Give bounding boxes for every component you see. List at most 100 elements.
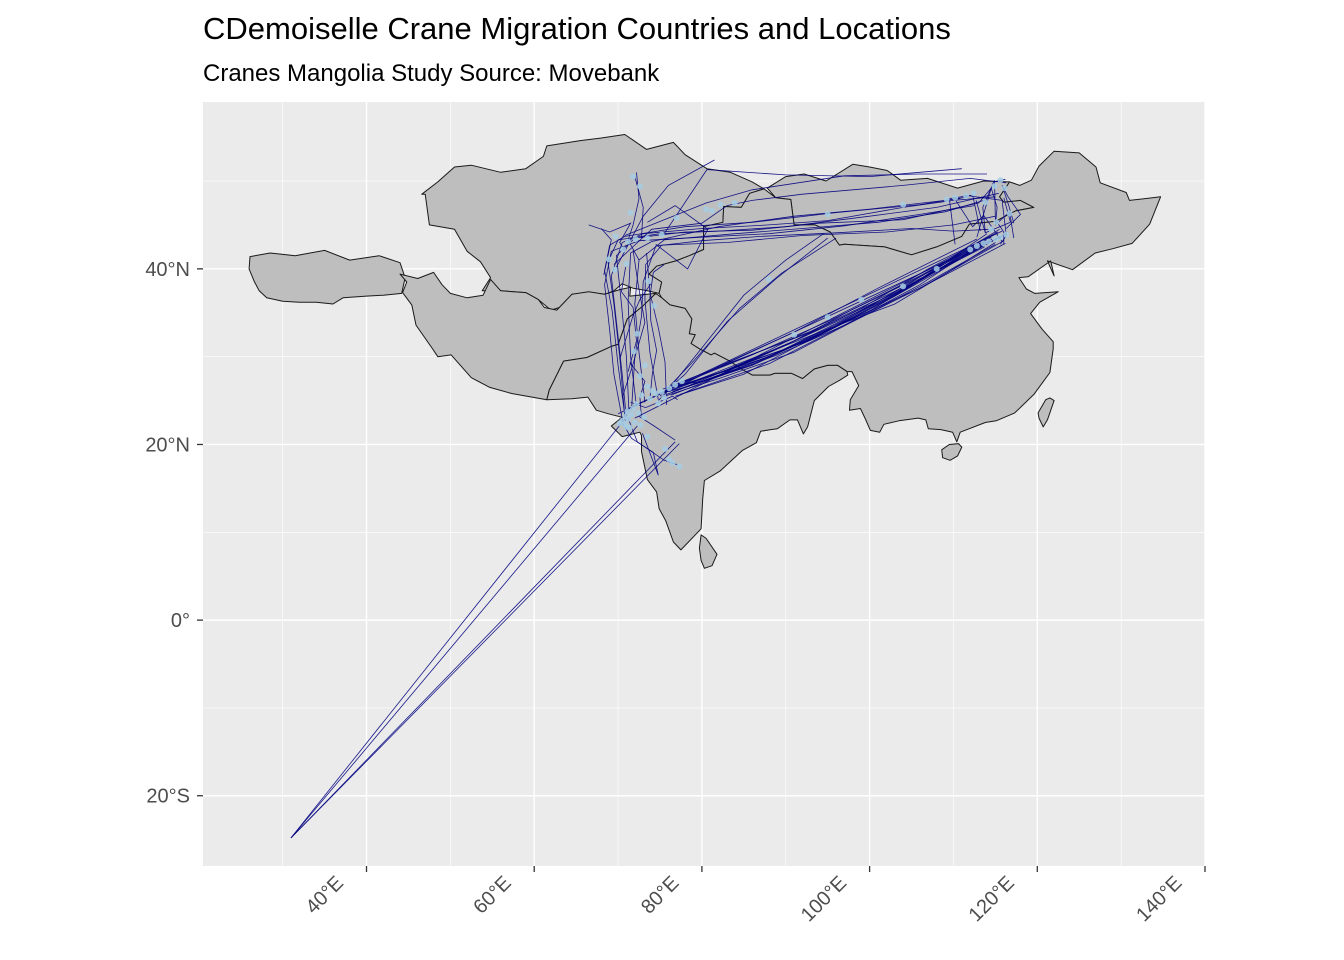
migration-track <box>626 230 1003 410</box>
x-tick-label: 40°E <box>302 872 348 918</box>
land-layer <box>248 134 1162 569</box>
location-point <box>858 296 865 303</box>
location-point <box>997 177 1004 184</box>
migration-track <box>600 228 612 276</box>
location-point <box>625 238 632 245</box>
location-point <box>623 260 630 267</box>
chart-title: CDemoiselle Crane Migration Countries an… <box>203 11 951 46</box>
location-point <box>651 302 658 309</box>
migration-track <box>664 242 996 394</box>
location-point <box>635 409 642 416</box>
migration-track <box>975 197 1011 234</box>
migration-track <box>663 237 837 393</box>
y-axis: 40°N 20°N 0° 20°S <box>145 259 203 808</box>
location-point <box>933 265 940 272</box>
y-tick-label: 0° <box>171 610 190 632</box>
migration-track <box>290 441 676 839</box>
location-point <box>1003 231 1010 238</box>
location-point <box>611 266 618 273</box>
y-tick-label: 20°S <box>146 786 190 808</box>
location-point <box>993 219 1000 226</box>
location-point <box>992 236 999 242</box>
location-point <box>655 400 662 407</box>
country-south-asia <box>546 292 849 551</box>
migration-track <box>621 250 646 399</box>
location-point <box>967 246 974 253</box>
location-point <box>824 211 831 218</box>
migration-track <box>948 194 981 245</box>
location-point <box>624 408 631 415</box>
location-point <box>644 383 651 390</box>
location-point <box>678 378 685 385</box>
location-point <box>991 183 998 190</box>
location-point <box>634 330 641 337</box>
location-point <box>1001 185 1008 192</box>
country-turkey <box>248 249 406 305</box>
location-point <box>900 201 907 208</box>
y-tick-label: 20°N <box>145 434 190 456</box>
migration-track <box>994 180 1005 245</box>
migration-track <box>658 233 824 401</box>
migration-track <box>669 246 985 387</box>
location-point <box>980 240 987 247</box>
location-point <box>644 433 651 440</box>
x-tick-label: 140°E <box>1132 872 1186 926</box>
location-point <box>997 234 1004 241</box>
location-point <box>824 314 831 321</box>
migration-track <box>624 173 987 236</box>
location-point <box>982 199 989 206</box>
migration-track <box>629 362 646 419</box>
migration-track <box>663 168 962 234</box>
location-point <box>1006 210 1013 217</box>
migration-track <box>604 196 969 421</box>
x-axis: 40°E 60°E 80°E 100°E 120°E 140°E <box>302 866 1206 926</box>
chart-subtitle: Cranes Mangolia Study Source: Movebank <box>203 60 660 87</box>
location-point <box>672 381 679 388</box>
location-point <box>616 420 623 427</box>
country-sri-lanka <box>698 534 718 569</box>
location-point <box>620 246 627 253</box>
location-point <box>646 395 653 402</box>
x-tick-label: 100°E <box>797 872 851 926</box>
location-point <box>988 226 995 233</box>
location-point <box>662 445 668 452</box>
location-point <box>952 194 959 201</box>
location-point <box>631 348 637 355</box>
location-point <box>627 209 634 216</box>
location-point <box>970 190 977 197</box>
location-point <box>605 256 612 263</box>
location-point <box>641 362 648 369</box>
location-point <box>717 201 724 208</box>
migration-track <box>290 443 680 839</box>
location-point <box>658 388 665 395</box>
migration-track <box>634 243 979 419</box>
location-point <box>731 200 738 206</box>
location-point <box>630 405 637 412</box>
location-point <box>623 423 630 430</box>
migration-track <box>619 283 652 360</box>
location-point <box>673 214 680 221</box>
location-point <box>630 173 637 180</box>
location-point <box>636 183 643 190</box>
location-point <box>645 278 652 285</box>
location-point <box>622 413 629 420</box>
migration-track <box>610 196 996 419</box>
location-point <box>632 236 639 242</box>
location-point <box>644 235 651 242</box>
migration-track <box>290 418 626 839</box>
migration-track <box>613 177 1007 265</box>
point-layer <box>605 173 1013 470</box>
y-tick-label: 40°N <box>145 259 190 281</box>
migration-track <box>649 264 665 399</box>
location-point <box>649 387 656 394</box>
location-point <box>766 276 772 283</box>
x-tick-label: 120°E <box>965 872 1019 926</box>
migration-track <box>659 237 828 397</box>
x-tick-label: 60°E <box>469 872 515 918</box>
location-point <box>985 238 992 245</box>
location-point <box>661 394 668 401</box>
migration-track <box>661 243 996 398</box>
location-point <box>612 233 619 240</box>
migration-track <box>1001 185 1022 229</box>
